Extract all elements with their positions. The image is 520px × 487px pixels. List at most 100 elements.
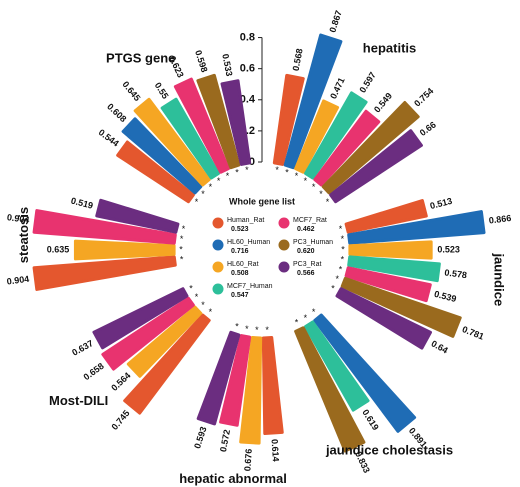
value-label: 0.544	[97, 127, 121, 148]
significance-marker: *	[339, 224, 343, 234]
group-label: jaundice	[492, 252, 507, 306]
significance-marker: *	[245, 324, 249, 334]
bar	[304, 91, 368, 180]
value-label: 0.866	[488, 213, 512, 226]
bar	[32, 209, 177, 245]
legend-value: 0.508	[231, 270, 249, 277]
significance-marker: *	[182, 224, 186, 234]
legend-value: 0.462	[297, 226, 315, 233]
significance-marker: *	[341, 244, 345, 254]
bar	[313, 313, 417, 433]
bar	[294, 326, 366, 453]
legend-swatch	[212, 217, 224, 229]
bar	[313, 109, 381, 187]
value-label: 0.519	[70, 195, 94, 210]
bar	[123, 313, 211, 415]
value-label: 0.645	[120, 79, 142, 103]
bar	[73, 239, 176, 261]
value-label: 0.598	[193, 49, 209, 74]
significance-marker: *	[189, 283, 193, 293]
legend-swatch	[278, 239, 290, 251]
significance-marker: *	[326, 197, 330, 207]
legend-value: 0.523	[231, 226, 249, 233]
significance-marker: *	[341, 234, 345, 244]
value-label: 0.637	[70, 338, 95, 358]
bar	[32, 255, 177, 291]
value-label: 0.904	[6, 274, 30, 287]
value-label: 0.55	[153, 81, 171, 101]
significance-marker: *	[336, 274, 340, 284]
value-label: 0.533	[220, 53, 234, 77]
group-label: jaundice cholestasis	[325, 442, 453, 457]
r-tick-label: 0	[249, 156, 255, 168]
bar	[116, 140, 195, 204]
legend-swatch	[212, 261, 224, 273]
significance-marker: *	[275, 165, 279, 175]
group-label: hepatic abnormal	[179, 471, 287, 486]
bar	[344, 266, 432, 303]
group-label: Most-DILI	[49, 393, 108, 408]
bar	[283, 33, 343, 170]
value-label: 0.471	[328, 76, 347, 101]
bar	[196, 330, 241, 426]
value-label: 0.523	[437, 244, 460, 254]
value-label: 0.572	[218, 429, 232, 453]
significance-marker: *	[245, 165, 249, 175]
significance-marker: *	[312, 182, 316, 192]
significance-marker: *	[209, 182, 213, 192]
significance-marker: *	[295, 171, 299, 181]
bar	[347, 255, 441, 283]
value-label: 0.578	[444, 267, 468, 280]
value-label: 0.635	[47, 244, 70, 254]
significance-marker: *	[180, 255, 184, 265]
value-label: 0.676	[242, 448, 253, 471]
significance-marker: *	[235, 167, 239, 177]
value-label: 0.781	[461, 324, 486, 342]
bar	[101, 296, 195, 371]
significance-marker: *	[339, 265, 343, 275]
group-label: steatosis	[16, 207, 31, 263]
bar	[340, 276, 462, 338]
bar	[121, 117, 203, 195]
value-label: 0.568	[291, 48, 305, 72]
value-label: 0.64	[430, 338, 450, 355]
bar	[126, 305, 203, 378]
r-tick-label: 0.4	[240, 94, 256, 106]
bar	[329, 129, 423, 204]
legend-label: MCF7_Rat	[293, 217, 327, 224]
bar	[335, 287, 432, 350]
bar	[196, 73, 241, 170]
legend-label: PC3_Human	[293, 239, 333, 246]
value-label: 0.904	[6, 212, 30, 225]
significance-marker: *	[285, 167, 289, 177]
significance-marker: *	[201, 189, 205, 199]
significance-marker: *	[209, 307, 213, 317]
value-label: 0.745	[110, 408, 132, 432]
group-label: hepatitis	[363, 40, 416, 55]
bar	[95, 198, 180, 234]
significance-marker: *	[201, 300, 205, 310]
significance-marker: *	[304, 313, 308, 323]
legend-label: Human_Rat	[227, 217, 264, 224]
legend-value: 0.547	[231, 292, 249, 299]
legend-label: PC3_Rat	[293, 261, 321, 268]
significance-marker: *	[179, 244, 183, 254]
value-label: 0.608	[105, 101, 128, 124]
bar	[321, 100, 420, 195]
significance-marker: *	[319, 189, 323, 199]
significance-marker: *	[255, 325, 259, 335]
significance-marker: *	[341, 255, 345, 265]
value-label: 0.619	[360, 408, 381, 432]
significance-marker: *	[312, 307, 316, 317]
r-tick-label: 0.6	[240, 63, 255, 75]
legend-label: MCF7_Human	[227, 283, 273, 290]
bar	[344, 199, 428, 234]
legend-label: HL60_Rat	[227, 261, 259, 268]
legend-label: HL60_Human	[227, 239, 270, 246]
value-label: 0.66	[418, 120, 438, 138]
legend-title: Whole gene list	[229, 196, 295, 206]
significance-marker: *	[331, 283, 335, 293]
bar	[219, 334, 252, 427]
value-label: 0.754	[412, 86, 435, 109]
bar	[160, 97, 220, 180]
